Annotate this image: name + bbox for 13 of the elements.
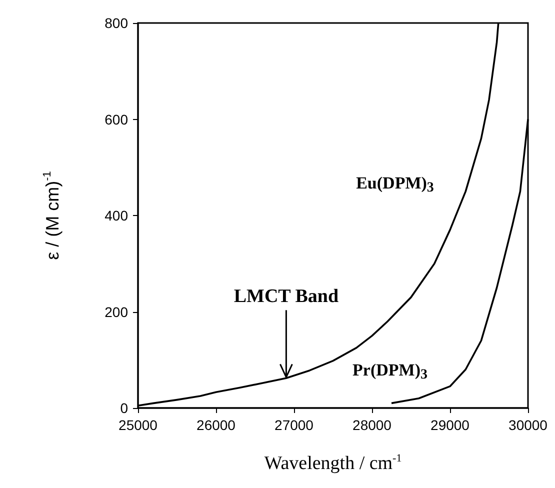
x-tick-label: 27000 <box>274 417 314 433</box>
x-tick-label: 25000 <box>118 417 158 433</box>
y-axis-title: ε / (M cm)-1 <box>42 171 62 260</box>
x-tick-label: 26000 <box>196 417 236 433</box>
x-tick-label: 29000 <box>430 417 470 433</box>
y-tick-label: 200 <box>104 304 128 320</box>
y-tick-label: 800 <box>104 15 128 31</box>
y-tick-label: 600 <box>104 111 128 128</box>
x-tick-label: 28000 <box>352 417 392 433</box>
y-tick-label: 400 <box>104 208 128 224</box>
annotation: LMCT Band <box>234 286 339 308</box>
x-tick-label: 30000 <box>508 417 548 433</box>
y-tick-label: 0 <box>120 400 128 416</box>
